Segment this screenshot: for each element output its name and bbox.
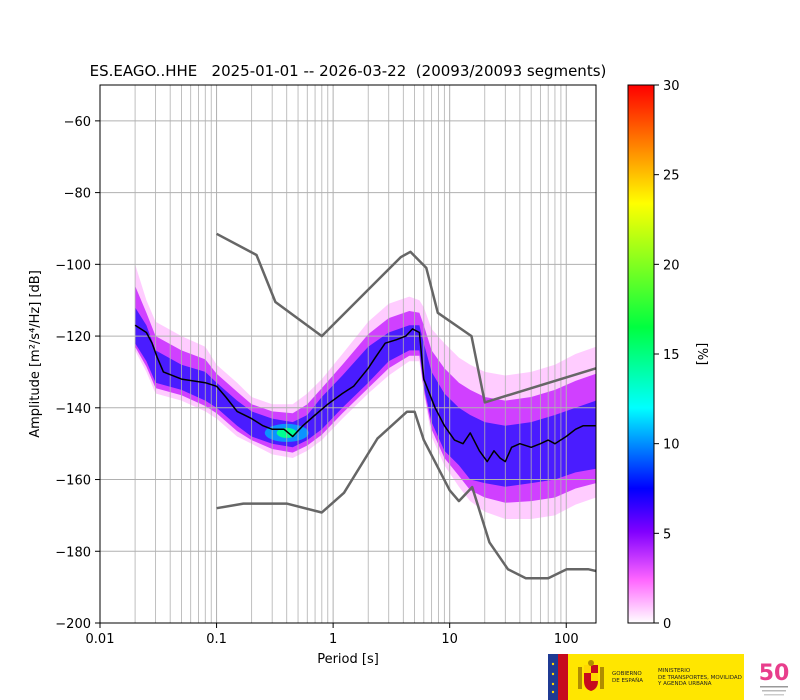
colorbar-tick-label: 15: [663, 348, 680, 363]
y-axis-label: Amplitude [m²/s⁴/Hz] [dB]: [28, 270, 43, 438]
colorbar-tick-label: 30: [663, 79, 680, 94]
colorbar-tick-label: 10: [663, 438, 680, 453]
y-grid: [100, 120, 596, 623]
x-tick-label: 0.1: [206, 632, 227, 647]
low-noise-model-line: [216, 410, 596, 580]
y-tick-label: −180: [55, 545, 91, 560]
y-tick-label: −200: [55, 617, 91, 632]
colorbar-tick-label: 5: [663, 527, 671, 542]
colorbar-gradient: [627, 84, 655, 624]
y-tick-label: −60: [64, 115, 91, 130]
x-axis: 0.01 0.1 1 10 100: [86, 623, 579, 647]
anniversary-logo: 50: [759, 661, 790, 696]
x-grid: [100, 85, 567, 623]
mode-line: [134, 324, 596, 463]
y-tick-label: −100: [55, 258, 91, 273]
ministry-text: MINISTERIO DE TRANSPORTES, MOVILIDAD Y A…: [658, 668, 742, 687]
noise-models: [216, 232, 596, 580]
plot-frame: [99, 84, 597, 624]
x-tick-label: 0.01: [86, 632, 115, 647]
plot-area: [99, 84, 597, 624]
density-core: [135, 307, 596, 487]
gov-text: GOBIERNO DE ESPAÑA: [612, 671, 644, 684]
eu-flag-icon: [548, 654, 568, 700]
x-tick-label: 100: [554, 632, 579, 647]
x-axis-label: Period [s]: [317, 652, 379, 667]
y-tick-label: −120: [55, 330, 91, 345]
colorbar-ticks: 0 5 10 15 20 25 30: [654, 79, 680, 632]
x-tick-label: 1: [329, 632, 337, 647]
y-tick-label: −80: [64, 187, 91, 202]
y-axis: −200 −180 −160 −140 −120 −100 −80 −60: [55, 115, 100, 632]
high-noise-model-line: [216, 232, 596, 404]
colorbar-tick-label: 20: [663, 258, 680, 273]
government-logo: GOBIERNO DE ESPAÑA MINISTERIO DE TRANSPO…: [548, 654, 744, 700]
x-tick-label: 10: [441, 632, 458, 647]
colorbar-tick-label: 0: [663, 617, 671, 632]
colorbar-tick-label: 25: [663, 169, 680, 184]
y-tick-label: −140: [55, 402, 91, 417]
colorbar: 0 5 10 15 20 25 30 [%]: [627, 79, 709, 632]
chart-title: ES.EAGO..HHE 2025-01-01 -- 2026-03-22 (2…: [90, 62, 607, 80]
anniversary-number: 50: [759, 661, 790, 686]
mode-line-group: [134, 324, 596, 463]
colorbar-label: [%]: [694, 343, 709, 366]
y-tick-label: −160: [55, 474, 91, 489]
coat-of-arms-icon: [578, 660, 604, 691]
